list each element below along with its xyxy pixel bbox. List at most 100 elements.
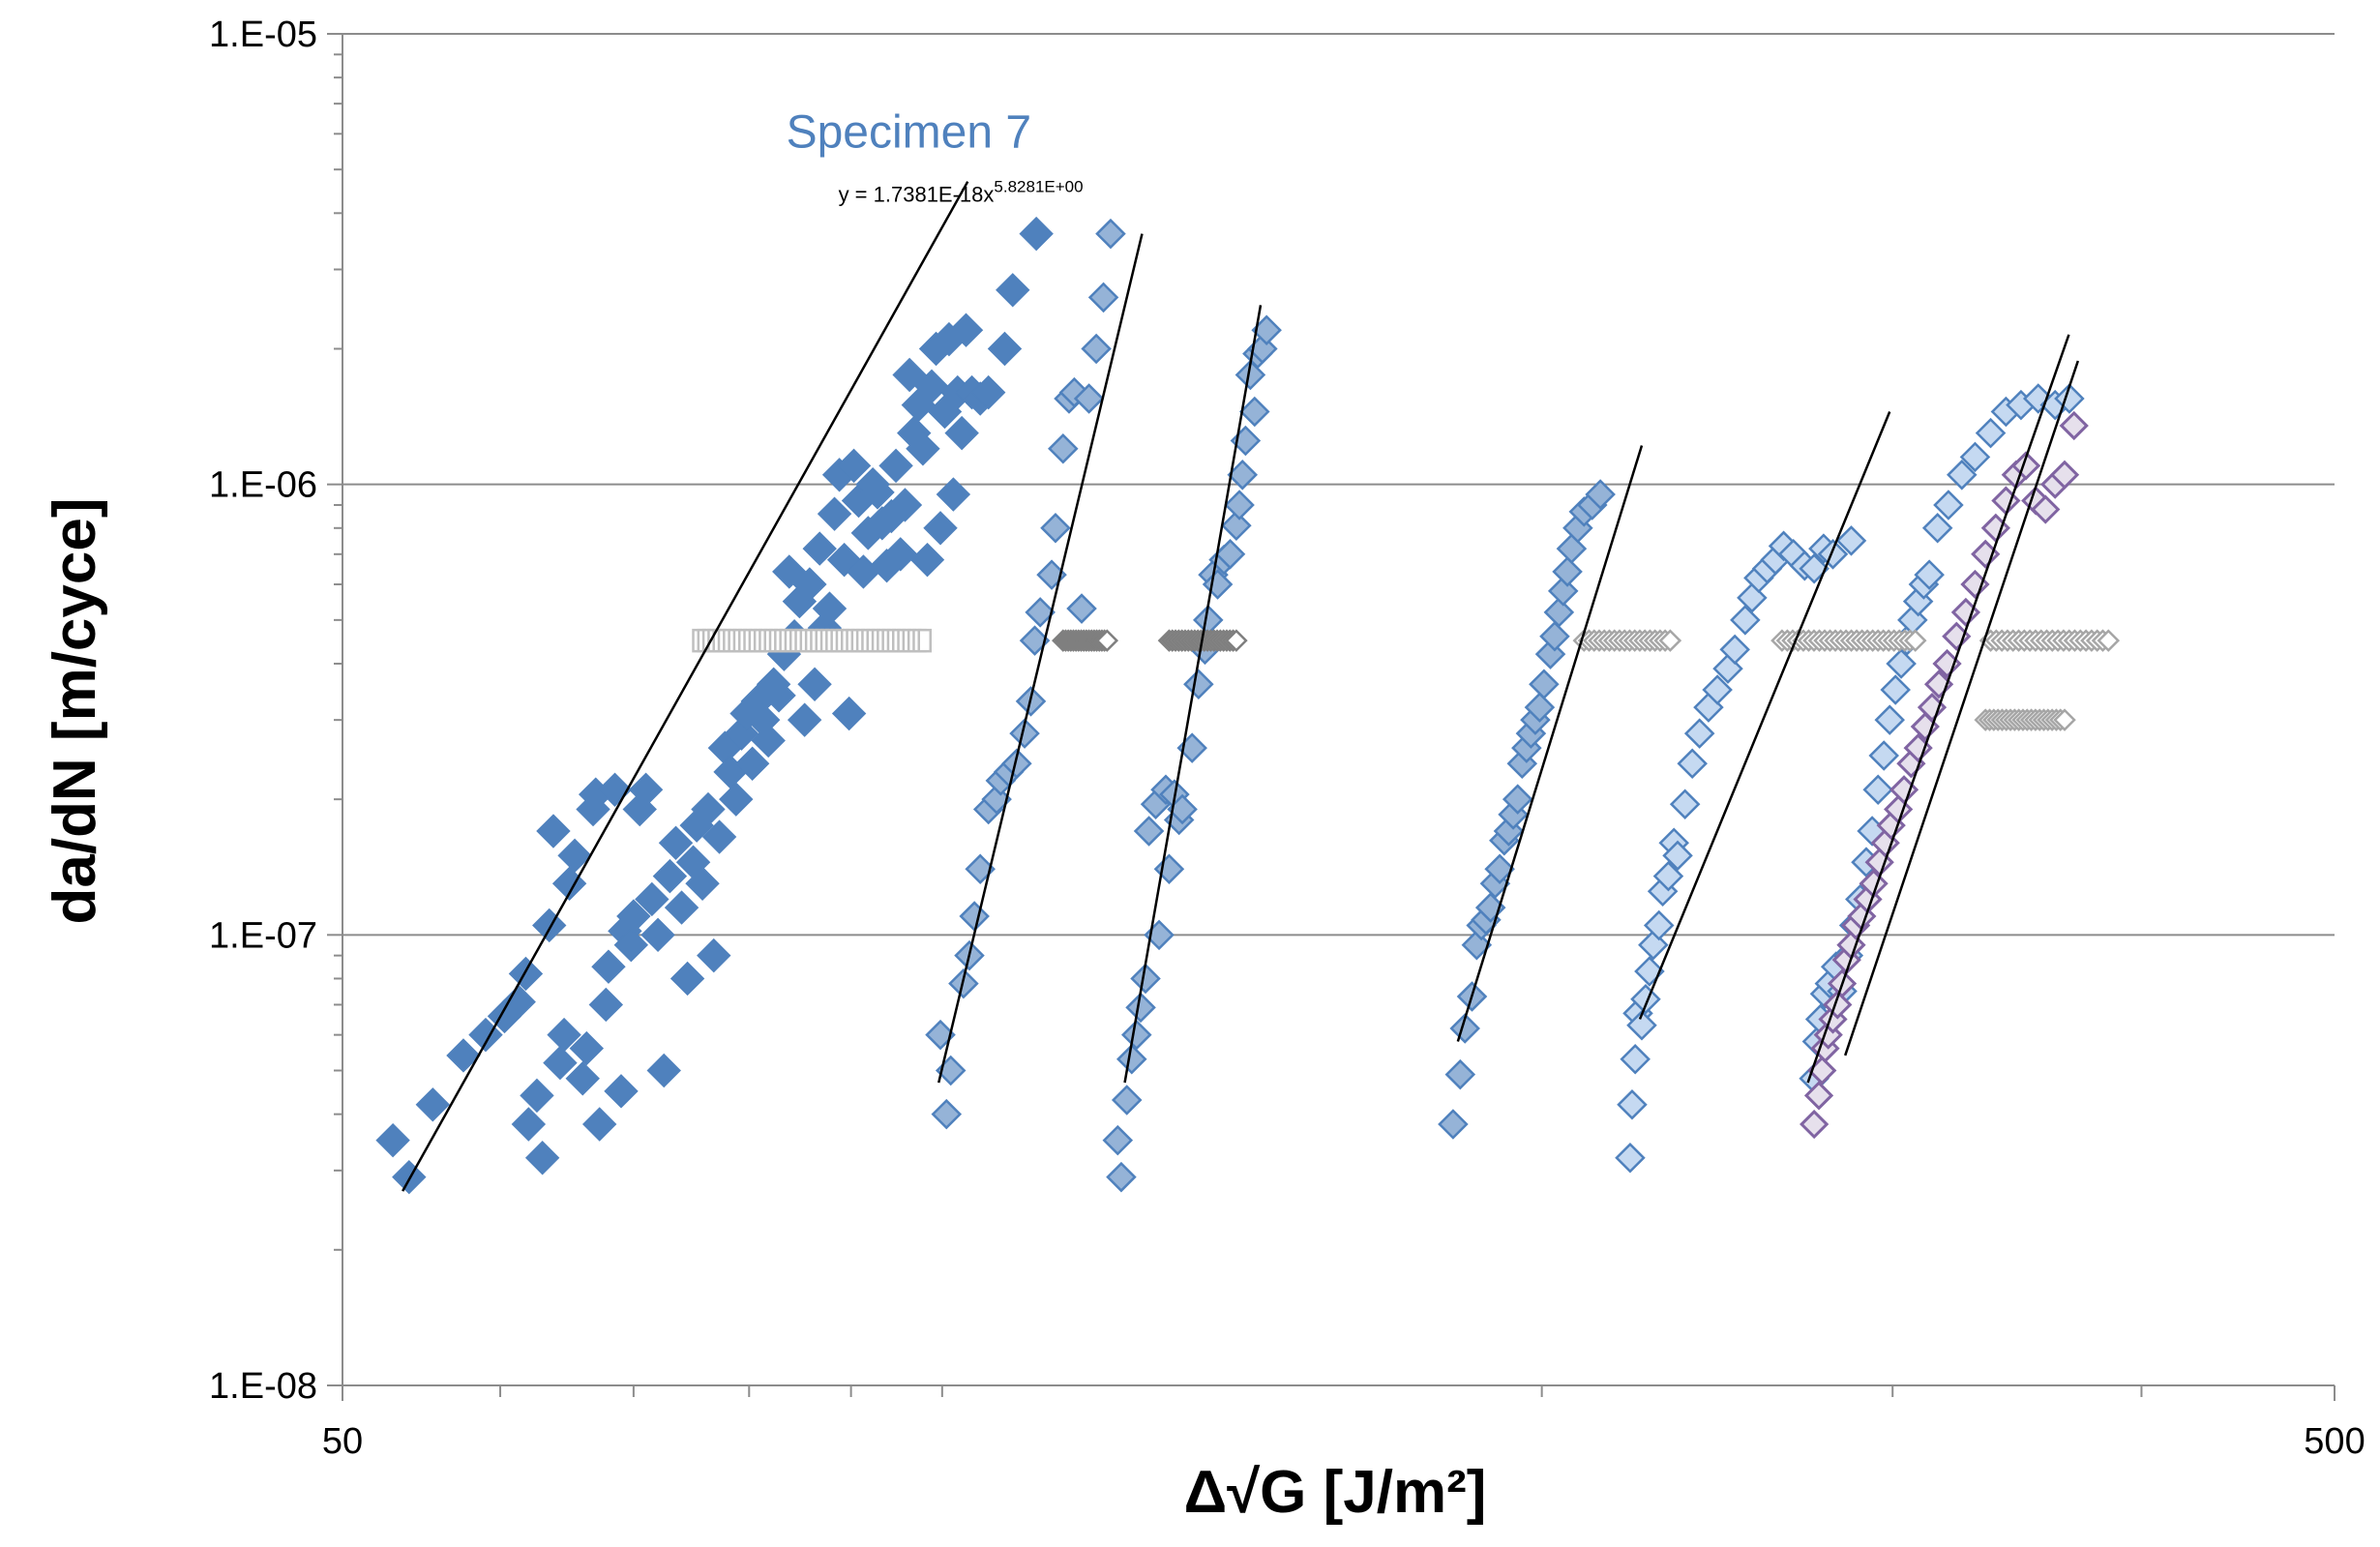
run-5-point-28: [1799, 553, 1830, 584]
run-1-point-30: [628, 772, 664, 807]
run-2-point-25: [1095, 218, 1126, 250]
run-1-point-62: [802, 531, 837, 566]
run-1-point-42: [697, 937, 731, 973]
threshold-band-1-point-44: [917, 628, 933, 653]
run-1-point-52: [751, 723, 786, 759]
run-1-point-97: [970, 374, 1006, 410]
run-1-point-23: [591, 949, 626, 984]
run-1-point-18: [569, 1030, 605, 1066]
run-6-point-25: [1959, 441, 1991, 473]
run-2-point-18: [1048, 433, 1079, 464]
run-2-point-23: [1081, 333, 1112, 365]
run-5-point-19: [1719, 634, 1750, 666]
data-markers: [375, 216, 2121, 1195]
fit-equation-base: y = 1.7381E-18x: [839, 182, 995, 206]
fit-1: [402, 181, 969, 1192]
run-3-point-25: [1227, 460, 1258, 491]
run-5-point-8: [1643, 909, 1675, 941]
x-tick-label-0: 50: [322, 1421, 363, 1462]
run-1-point-28: [616, 899, 651, 934]
run-1-point-85: [909, 542, 945, 578]
run-6-point-31: [2054, 383, 2085, 414]
run-2-point-17: [1040, 513, 1071, 544]
run-3-point-5: [1125, 992, 1156, 1024]
series-threshold-band-3: [1157, 629, 1248, 652]
run-3-point-0: [1102, 1124, 1134, 1156]
run-7-point-34: [2031, 494, 2061, 524]
run-1-point-15: [551, 866, 587, 901]
fit-equation: y = 1.7381E-18x5.8281E+00: [839, 177, 1084, 206]
run-3-point-22: [1214, 539, 1246, 570]
run-3-point-11: [1153, 853, 1185, 885]
run-1-point-12: [536, 814, 571, 848]
y-axis-label: da/dN [m/cyce]: [42, 497, 108, 924]
run-5-point-14: [1677, 748, 1708, 780]
run-1-point-14: [547, 1017, 581, 1053]
run-4-point-20: [1534, 639, 1566, 669]
threshold-band-3-point-21: [1225, 629, 1248, 652]
run-1-point-34: [652, 858, 688, 894]
run-3-point-2: [1111, 1085, 1143, 1116]
run-1-point-74: [860, 475, 895, 510]
run-4-point-24: [1552, 556, 1583, 587]
run-1-point-88: [923, 511, 958, 546]
run-1-point-40: [685, 866, 720, 901]
run-6-point-21: [1914, 559, 1945, 590]
run-4-point-12: [1498, 799, 1529, 830]
threshold-band-5-point-25: [1903, 629, 1927, 652]
run-1-point-69: [836, 448, 872, 484]
run-1-point-13: [543, 1045, 578, 1081]
run-3-point-3: [1116, 1043, 1147, 1075]
run-6-point-12: [1862, 774, 1893, 806]
specimen-label: Specimen 7: [787, 106, 1031, 158]
run-5-point-13: [1669, 788, 1701, 820]
run-6-point-16: [1886, 648, 1917, 679]
run-1-point-3: [446, 1038, 481, 1073]
run-1-point-9: [520, 1078, 554, 1114]
series-threshold-band-4: [1572, 629, 1682, 652]
run-4-point-21: [1539, 620, 1570, 652]
run-1-point-4: [468, 1017, 503, 1053]
run-4-point-1: [1444, 1058, 1476, 1090]
run-7-point-37: [2059, 410, 2089, 441]
run-1-point-99: [996, 273, 1030, 308]
run-1-point-1: [392, 1159, 427, 1195]
y-tick-label-1: 1.E-06: [209, 465, 317, 506]
run-7-point-0: [1800, 1109, 1830, 1140]
run-1-point-0: [375, 1122, 410, 1158]
run-5-point-7: [1638, 929, 1669, 961]
run-6-point-13: [1868, 740, 1899, 771]
run-7-point-1: [1803, 1081, 1834, 1111]
run-4-point-29: [1585, 479, 1616, 510]
run-4-point-2: [1449, 1013, 1480, 1044]
series-run-2: [925, 218, 1126, 1130]
run-3-point-28: [1239, 396, 1270, 428]
run-5-point-18: [1712, 653, 1743, 684]
run-1-point-8: [511, 1107, 547, 1142]
fit-5: [1638, 411, 1891, 1020]
run-1-point-17: [565, 1061, 600, 1096]
run-1-point-21: [581, 1107, 617, 1142]
run-1-point-16: [557, 838, 592, 874]
run-1-point-78: [878, 448, 913, 484]
run-3-point-6: [1130, 963, 1161, 995]
run-1-point-33: [646, 1053, 681, 1088]
run-6-point-19: [1902, 585, 1934, 617]
run-1-point-59: [787, 702, 822, 737]
run-7-point-36: [2049, 460, 2080, 490]
series-threshold-band-7: [1974, 708, 2076, 731]
x-axis-label: Δ√G [J/m²]: [1184, 1459, 1487, 1526]
fit-7: [1844, 360, 2080, 1056]
run-1-point-94: [948, 312, 984, 347]
run-1-point-46: [719, 782, 754, 817]
run-1-point-98: [987, 331, 1023, 367]
run-4-point-13: [1502, 784, 1533, 815]
run-5-point-21: [1737, 582, 1768, 613]
run-1-point-91: [936, 477, 971, 512]
run-1-point-36: [664, 890, 699, 925]
run-1-point-22: [588, 987, 624, 1023]
run-2-point-20: [1058, 376, 1090, 408]
run-1-point-25: [604, 1074, 639, 1109]
